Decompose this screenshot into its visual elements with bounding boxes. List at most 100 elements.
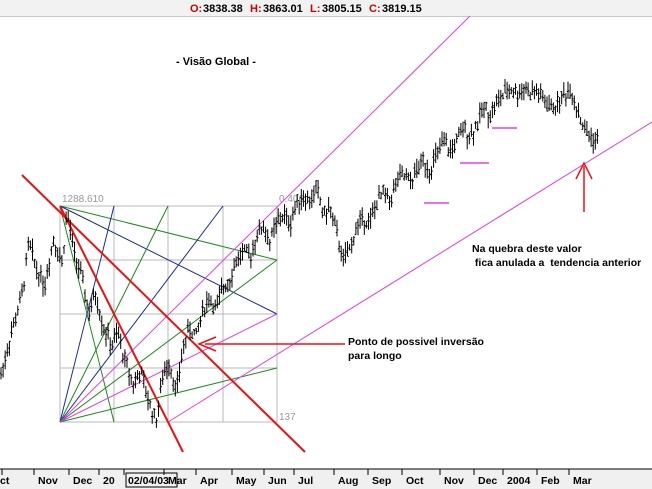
- price-bar: [171, 377, 175, 392]
- price-bar: [226, 279, 230, 293]
- x-axis-tick-label: Dec: [73, 475, 92, 487]
- price-bar: [524, 81, 528, 94]
- price-bar: [579, 117, 582, 126]
- price-bar: [241, 243, 244, 261]
- price-bar: [545, 96, 549, 112]
- x-axis-tick-label: Mar: [168, 475, 187, 487]
- price-bar: [279, 212, 282, 227]
- annotation-reversal: Ponto de possivel inversão para longo: [197, 336, 484, 362]
- price-bar: [356, 218, 360, 236]
- price-bar: [270, 227, 274, 237]
- price-bar: [377, 185, 381, 199]
- price-bar: [533, 86, 536, 100]
- annotation-text-line1: Ponto de possivel inversão: [348, 336, 484, 348]
- price-bar: [253, 239, 257, 255]
- price-bar: [161, 369, 164, 385]
- price-bar: [211, 303, 215, 315]
- price-bar: [77, 259, 80, 279]
- price-bar: [264, 226, 267, 243]
- price-bar: [150, 410, 154, 424]
- price-bar: [184, 336, 188, 349]
- gann-bars-label: 137: [279, 412, 296, 423]
- price-bar: [148, 399, 152, 409]
- price-bar: [365, 220, 368, 229]
- price-bar: [197, 322, 200, 332]
- price-bar: [415, 158, 419, 178]
- price-bar: [518, 84, 521, 99]
- price-bar: [243, 244, 246, 252]
- price-bar: [411, 178, 414, 190]
- price-bar: [37, 272, 41, 287]
- price-bar: [499, 90, 503, 107]
- price-bar: [134, 371, 137, 389]
- price-bar: [348, 243, 351, 251]
- price-bar: [262, 220, 265, 234]
- price-bar: [396, 171, 400, 188]
- price-bar: [321, 207, 324, 219]
- price-bar: [314, 180, 318, 194]
- annotation-break: Na quebra deste valor fica anulada a ten…: [472, 161, 641, 269]
- price-bar: [440, 131, 444, 147]
- x-axis-tick-label: Feb: [541, 475, 560, 487]
- price-bar: [459, 123, 463, 136]
- x-axis-background: [0, 469, 652, 489]
- x-axis-tick-label: ct: [0, 475, 10, 487]
- price-bar: [50, 246, 53, 256]
- annotation-text-line1: Na quebra deste valor: [472, 243, 582, 255]
- price-bar: [375, 200, 379, 211]
- price-bar: [52, 235, 55, 247]
- price-bar: [316, 179, 320, 199]
- price-bar: [312, 185, 316, 204]
- price-bar: [129, 374, 133, 385]
- price-bar: [400, 165, 404, 178]
- price-bar: [331, 212, 335, 227]
- price-bar: [98, 309, 101, 321]
- price-bar: [442, 132, 446, 147]
- price-bar: [178, 361, 181, 383]
- price-bar: [501, 92, 505, 100]
- price-bar: [14, 312, 17, 327]
- price-bar: [491, 101, 494, 119]
- price-bar: [24, 252, 28, 266]
- price-bar: [568, 83, 572, 99]
- price-bar: [94, 291, 97, 306]
- price-bar: [155, 417, 158, 428]
- price-bar: [367, 212, 370, 230]
- price-bar: [281, 213, 284, 223]
- price-bar: [405, 168, 408, 181]
- x-axis-tick-label: Apr: [200, 475, 218, 487]
- x-axis-tick-label: May: [236, 475, 257, 487]
- x-axis-tick-label: Mar: [573, 475, 592, 487]
- price-bar: [144, 385, 148, 398]
- price-bar: [113, 328, 116, 343]
- price-bar: [350, 237, 353, 254]
- price-bar: [434, 142, 437, 163]
- x-axis-ticks: ct Nov Dec 20 02/04/03 Mar Apr May Jun Jul Aug Sep O…: [0, 469, 592, 488]
- price-bar: [390, 194, 393, 208]
- annotation-text-line2: para longo: [348, 350, 402, 362]
- price-bar: [423, 163, 427, 178]
- price-bar: [346, 241, 349, 257]
- x-axis-tick-label: 20: [103, 475, 115, 487]
- price-bar: [71, 233, 74, 248]
- price-bar: [339, 245, 343, 262]
- price-bar: [224, 283, 227, 293]
- price-bar: [115, 322, 118, 343]
- price-bar: [535, 83, 538, 96]
- price-bar: [201, 299, 204, 317]
- ohlc-readout: O: 3838.38 H: 3863.01 L: 3805.15 C: 3819…: [190, 3, 422, 15]
- price-bar: [247, 243, 251, 259]
- price-bar: [302, 190, 305, 207]
- price-bar: [291, 206, 295, 221]
- price-bar: [428, 168, 431, 184]
- price-bar: [526, 82, 530, 97]
- price-bar: [419, 153, 423, 169]
- price-bar: [205, 291, 209, 313]
- price-bar: [522, 84, 526, 101]
- magenta-trendlines: [59, 15, 652, 423]
- magenta-support-trendline: [167, 121, 652, 423]
- price-bar: [75, 257, 78, 274]
- price-bar: [587, 130, 591, 143]
- price-bar: [596, 129, 599, 144]
